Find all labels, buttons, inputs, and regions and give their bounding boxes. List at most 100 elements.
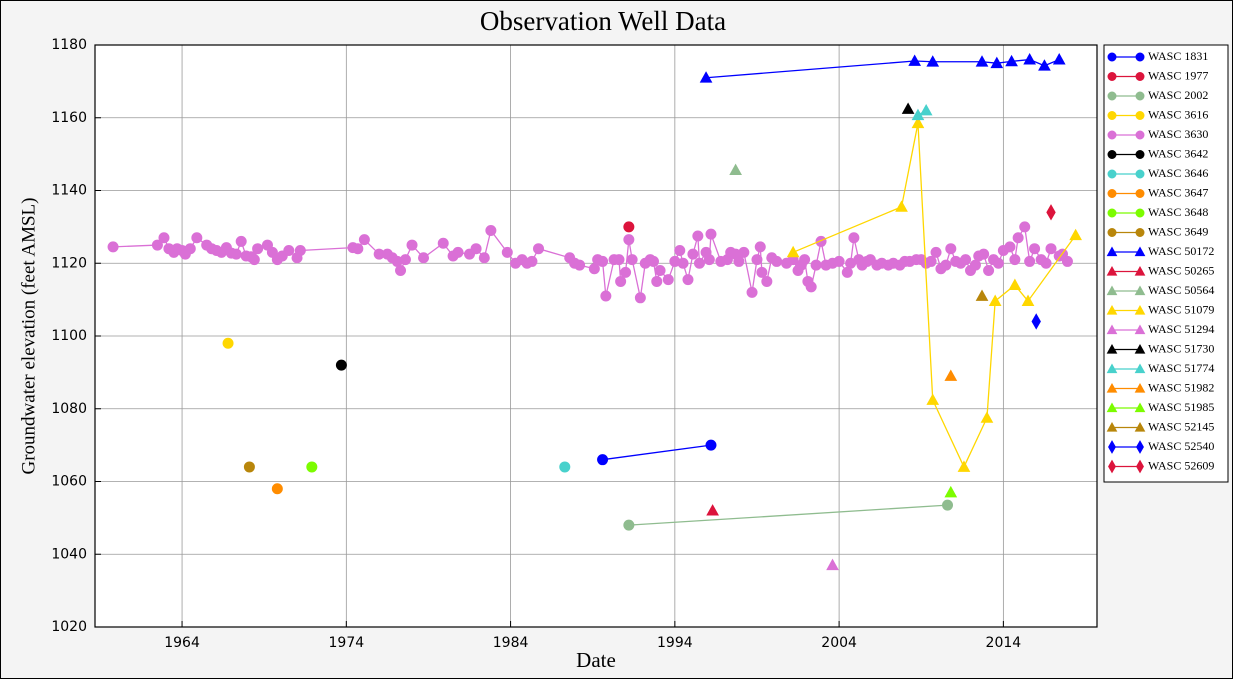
data-point (978, 248, 990, 260)
legend-marker (1106, 382, 1118, 393)
legend-marker (1106, 304, 1118, 315)
legend-marker (1106, 421, 1118, 432)
data-point (969, 259, 981, 271)
data-point (306, 461, 318, 473)
legend-label: WASC 50172 (1148, 244, 1214, 258)
legend-marker (1135, 130, 1145, 140)
data-point (1069, 228, 1082, 241)
data-point (283, 245, 295, 257)
legend-label: WASC 1831 (1148, 49, 1208, 63)
data-point (1021, 294, 1035, 306)
data-point (1008, 278, 1022, 290)
data-point (911, 116, 925, 129)
legend-marker (1106, 343, 1118, 354)
x-tick-label: 1964 (164, 635, 200, 651)
legend-marker (1134, 382, 1146, 393)
data-point (662, 274, 674, 286)
data-point (654, 265, 666, 277)
legend-marker (1134, 402, 1146, 413)
data-point (942, 499, 954, 511)
y-tick-label: 1140 (51, 183, 87, 199)
data-point (184, 243, 196, 255)
data-point (944, 369, 958, 381)
data-point (559, 461, 571, 473)
data-point (682, 274, 694, 286)
legend-marker (1135, 52, 1145, 62)
data-point (926, 393, 940, 405)
data-point (826, 558, 839, 571)
legend-marker (1134, 324, 1146, 335)
data-point (925, 255, 937, 267)
data-point (841, 266, 853, 278)
data-point (1004, 241, 1016, 253)
data-point (597, 255, 609, 267)
legend-label: WASC 3649 (1148, 224, 1208, 238)
data-point (271, 483, 283, 495)
data-point (980, 411, 994, 423)
y-tick-label: 1080 (51, 401, 87, 417)
data-point (294, 245, 306, 257)
data-point (191, 232, 203, 244)
data-point (574, 259, 586, 271)
data-point (975, 289, 989, 301)
data-point (452, 246, 464, 258)
data-point (677, 257, 689, 269)
legend-marker (1107, 72, 1117, 81)
legend-label: WASC 52609 (1148, 458, 1214, 472)
data-point (705, 228, 717, 240)
data-point (960, 254, 972, 266)
data-point (919, 103, 933, 116)
data-point (751, 254, 763, 266)
legend-marker (1134, 285, 1146, 296)
data-point (230, 248, 242, 260)
legend-marker (1135, 189, 1145, 198)
x-tick-label: 1974 (329, 635, 365, 651)
data-point (418, 252, 430, 264)
data-point (600, 290, 612, 302)
x-axis-label: Date (576, 648, 616, 672)
data-point (687, 248, 699, 260)
data-point (613, 254, 625, 266)
legend-marker (1108, 440, 1116, 454)
data-point (810, 259, 822, 271)
data-point (352, 243, 364, 255)
legend-marker (1107, 208, 1117, 218)
legend-label: WASC 51294 (1148, 322, 1214, 336)
legend-marker (1107, 91, 1117, 101)
legend-marker (1107, 150, 1117, 159)
chart-title: Observation Well Data (480, 6, 726, 36)
data-point (406, 239, 418, 251)
x-tick-label: 2004 (821, 635, 857, 651)
legend-marker (1107, 189, 1117, 198)
data-point (945, 243, 957, 255)
data-point (1024, 255, 1036, 267)
y-tick-label: 1040 (51, 546, 87, 562)
data-point (634, 292, 646, 304)
data-point (626, 254, 638, 266)
data-point (895, 200, 908, 212)
data-point (1046, 204, 1056, 221)
legend-marker (1135, 150, 1145, 159)
data-point (926, 55, 940, 67)
data-point (754, 241, 766, 253)
data-point (699, 71, 713, 83)
legend-label: WASC 50265 (1148, 263, 1214, 277)
data-point (158, 232, 170, 244)
data-point (771, 255, 783, 267)
legend-label: WASC 51774 (1148, 361, 1214, 375)
legend-label: WASC 3648 (1148, 205, 1208, 219)
data-point (957, 460, 971, 472)
data-point (944, 485, 958, 498)
data-point (805, 281, 817, 293)
data-point (975, 55, 989, 67)
data-point (399, 254, 411, 266)
data-point (485, 225, 497, 237)
series-line (792, 123, 1077, 469)
data-point (588, 263, 600, 275)
data-point (1038, 59, 1051, 71)
legend-marker (1134, 363, 1146, 374)
data-point (1019, 221, 1031, 233)
data-point (1012, 232, 1024, 244)
